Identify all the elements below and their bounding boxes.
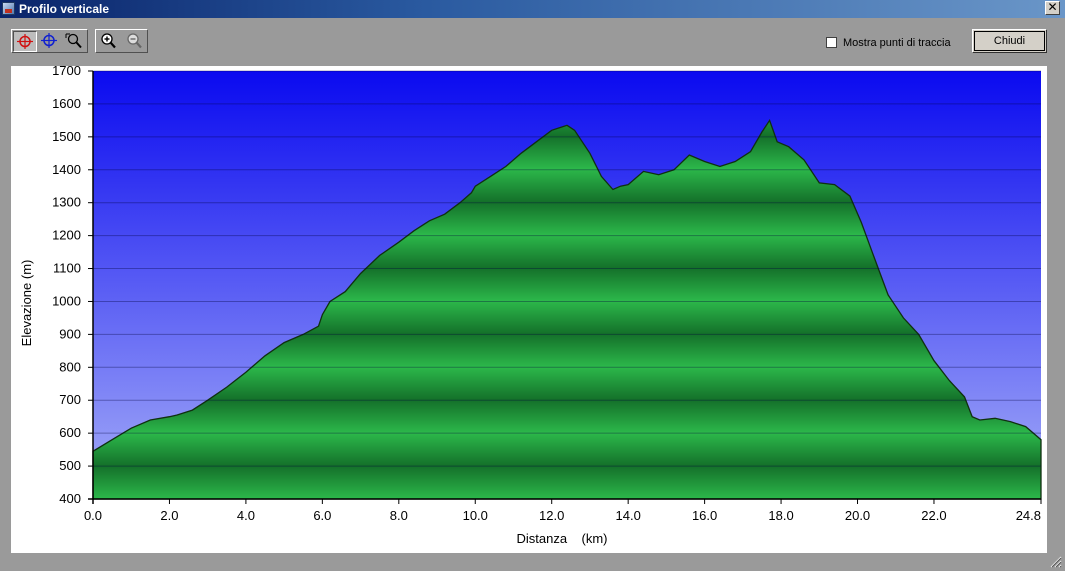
y-tick-label: 500: [59, 458, 81, 473]
x-tick-label: 20.0: [845, 508, 870, 523]
y-tick-label: 1300: [52, 195, 81, 210]
close-window-button[interactable]: ✕: [1045, 1, 1060, 15]
y-tick-label: 1500: [52, 129, 81, 144]
y-axis-label: Elevazione (m): [19, 260, 34, 347]
x-tick-label: 8.0: [390, 508, 408, 523]
y-tick-label: 600: [59, 425, 81, 440]
elevation-profile-chart[interactable]: 1700 1600 1500 1400 1300 1200 1100 1000 900 800 70…: [11, 66, 1047, 553]
show-trackpoints-checkbox[interactable]: [826, 37, 837, 48]
x-tick-label: 14.0: [616, 508, 641, 523]
show-trackpoints-label: Mostra punti di traccia: [843, 37, 951, 49]
crosshair-red-icon[interactable]: [13, 31, 37, 52]
x-tick-label: 22.0: [921, 508, 946, 523]
x-tick-label: 10.0: [463, 508, 488, 523]
x-tick-label: 4.0: [237, 508, 255, 523]
y-tick-label: 1200: [52, 228, 81, 243]
resize-grip-icon[interactable]: [1050, 556, 1062, 568]
title-bar: Profilo verticale ✕: [0, 0, 1065, 18]
x-tick-label: 16.0: [692, 508, 717, 523]
y-tick-label: 1400: [52, 162, 81, 177]
close-button[interactable]: Chiudi: [972, 29, 1047, 53]
zoom-tools-group: [95, 29, 148, 53]
x-tick-label: 24.8: [1016, 508, 1041, 523]
elevation-chart-panel: 1700 1600 1500 1400 1300 1200 1100 1000 900 800 70…: [11, 66, 1047, 553]
zoom-area-icon[interactable]: [63, 31, 87, 52]
x-tick-label: 2.0: [160, 508, 178, 523]
y-tick-label: 700: [59, 392, 81, 407]
y-tick-label: 1000: [52, 293, 81, 308]
zoom-in-icon[interactable]: [97, 31, 121, 52]
y-tick-label: 1700: [52, 66, 81, 78]
y-tick-label: 400: [59, 491, 81, 506]
x-tick-label: 0.0: [84, 508, 102, 523]
window-title: Profilo verticale: [19, 2, 110, 16]
y-tick-label: 800: [59, 359, 81, 374]
x-axis-label: Distanza (km): [516, 531, 607, 546]
crosshair-blue-icon[interactable]: [38, 31, 62, 52]
x-tick-label: 6.0: [313, 508, 331, 523]
toolbar: Mostra punti di traccia Chiudi: [0, 18, 1065, 64]
y-tick-label: 900: [59, 326, 81, 341]
app-icon: [2, 2, 15, 15]
zoom-out-icon[interactable]: [123, 31, 147, 52]
y-tick-label: 1600: [52, 96, 81, 111]
elevation-area: [92, 118, 1042, 500]
cursor-tools-group: [11, 29, 88, 53]
y-tick-label: 1100: [53, 261, 81, 276]
x-tick-label: 12.0: [539, 508, 564, 523]
x-tick-label: 18.0: [768, 508, 793, 523]
